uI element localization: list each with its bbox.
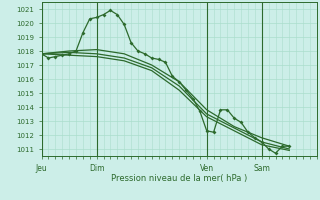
X-axis label: Pression niveau de la mer( hPa ): Pression niveau de la mer( hPa )	[111, 174, 247, 183]
